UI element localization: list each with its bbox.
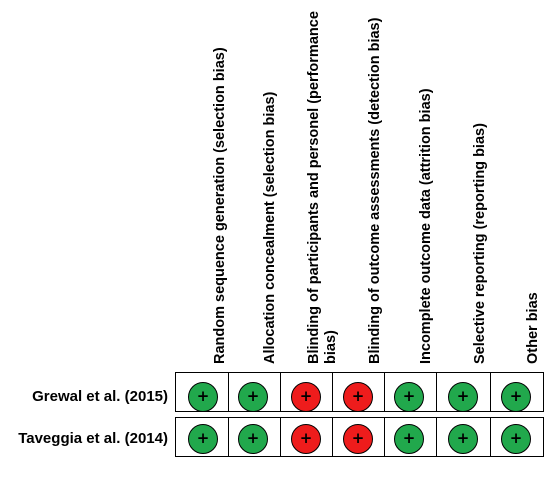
low-risk-dot: +: [448, 424, 478, 454]
high-risk-dot: +: [291, 382, 321, 412]
low-risk-dot: +: [394, 424, 424, 454]
column-header-2: Allocation concealment (selection bias): [261, 91, 278, 364]
low-risk-dot: +: [501, 382, 531, 412]
low-risk-dot: +: [238, 424, 268, 454]
plus-symbol: +: [509, 387, 523, 405]
low-risk-dot: +: [188, 382, 218, 412]
low-risk-dot: +: [188, 424, 218, 454]
high-risk-dot: +: [343, 424, 373, 454]
plus-symbol: +: [246, 387, 260, 405]
plus-symbol: +: [299, 387, 313, 405]
grid-cell: [489, 417, 544, 457]
column-header-5: Incomplete outcome data (attrition bias): [417, 88, 434, 364]
plus-symbol: +: [351, 387, 365, 405]
low-risk-dot: +: [501, 424, 531, 454]
column-header-4: Blinding of outcome assessments (detecti…: [366, 17, 383, 364]
risk-of-bias-grid: + + + + + + + + + + + + + +: [175, 370, 544, 470]
plus-symbol: +: [196, 429, 210, 447]
low-risk-dot: +: [448, 382, 478, 412]
column-header-3-line-1: Blinding of participants and personel (p…: [306, 11, 322, 364]
high-risk-dot: +: [343, 382, 373, 412]
plus-symbol: +: [509, 429, 523, 447]
row-label-1: Grewal et al. (2015): [32, 388, 168, 405]
plus-symbol: +: [246, 429, 260, 447]
plus-symbol: +: [299, 429, 313, 447]
plus-symbol: +: [402, 387, 416, 405]
high-risk-dot: +: [291, 424, 321, 454]
plus-symbol: +: [402, 429, 416, 447]
row-label-2: Taveggia et al. (2014): [18, 430, 168, 447]
plus-symbol: +: [196, 387, 210, 405]
plus-symbol: +: [456, 387, 470, 405]
column-header-3-line-2: bias): [323, 330, 339, 364]
low-risk-dot: +: [238, 382, 268, 412]
column-header-6: Selective reporting (reporting bias): [471, 123, 488, 364]
column-header-1: Random sequence generation (selection bi…: [211, 47, 228, 364]
plus-symbol: +: [456, 429, 470, 447]
column-header-7: Other bias: [524, 292, 541, 364]
low-risk-dot: +: [394, 382, 424, 412]
plus-symbol: +: [351, 429, 365, 447]
